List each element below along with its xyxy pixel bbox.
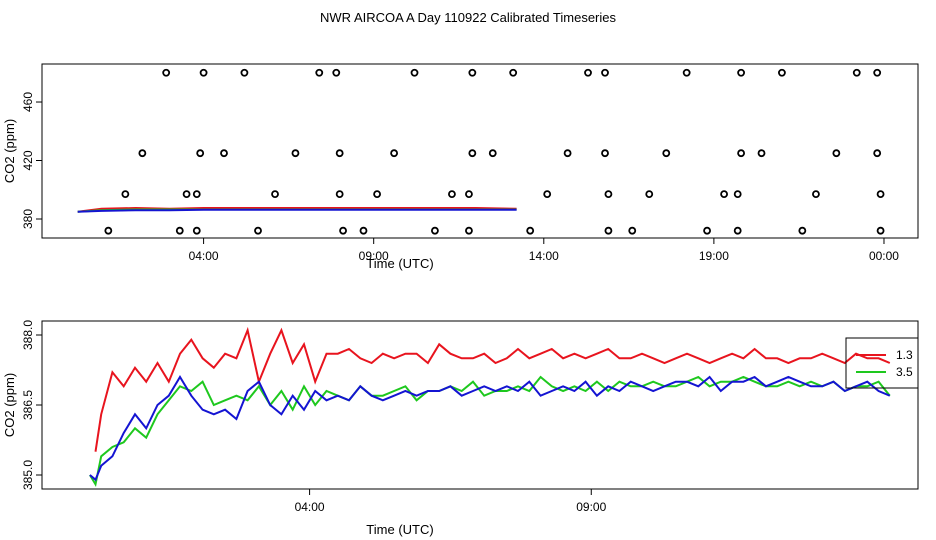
- y-tick-label: 380: [21, 209, 35, 229]
- data-point: [852, 68, 861, 77]
- data-point: [737, 149, 745, 158]
- x-axis-label: Time (UTC): [366, 522, 433, 537]
- data-point: [121, 190, 130, 199]
- x-tick-label: 04:00: [295, 500, 325, 514]
- data-point: [431, 226, 439, 235]
- data-point: [390, 149, 399, 158]
- data-point: [192, 190, 201, 199]
- legend-label: 3.5: [896, 365, 913, 379]
- data-point: [703, 226, 711, 235]
- data-point: [876, 226, 885, 235]
- y-tick-label: 385.0: [21, 460, 35, 490]
- data-point: [335, 190, 344, 199]
- series-line-red: [77, 206, 517, 213]
- data-point: [332, 68, 341, 77]
- legend-box: [845, 337, 919, 389]
- plot-frame: [41, 320, 919, 490]
- data-point: [182, 190, 191, 199]
- data-point: [798, 226, 807, 235]
- data-point: [468, 149, 477, 158]
- data-point: [733, 190, 742, 199]
- legend-label: 1.3: [896, 348, 913, 362]
- data-point: [196, 149, 205, 158]
- plot-area: [77, 68, 885, 235]
- data-point: [373, 190, 381, 199]
- data-point: [812, 190, 820, 199]
- y-tick-label: 388.0: [21, 320, 35, 350]
- data-point: [220, 149, 228, 158]
- data-point: [410, 68, 419, 77]
- data-point: [271, 190, 279, 199]
- data-point: [291, 149, 300, 158]
- data-point: [604, 226, 613, 235]
- data-point: [488, 149, 497, 158]
- data-point: [876, 190, 885, 199]
- data-point: [468, 68, 477, 77]
- data-point: [628, 226, 637, 235]
- data-point: [682, 68, 691, 77]
- data-point: [873, 68, 882, 77]
- data-point: [254, 226, 262, 235]
- plot-area: [89, 326, 891, 488]
- x-tick-label: 04:00: [189, 249, 219, 263]
- co2-zoom-plot: 04:00 09:00 385.0 386.5 388.0 Time (UTC) CO2 (…: [2, 320, 919, 537]
- data-point: [162, 68, 171, 77]
- data-point: [873, 149, 882, 158]
- y-tick-label: 460: [21, 92, 35, 112]
- y-axis-label: CO2 (ppm): [2, 119, 17, 183]
- x-axis-label: Time (UTC): [366, 256, 433, 271]
- x-tick-label: 09:00: [359, 249, 389, 263]
- series-line-blue: [89, 375, 891, 482]
- series-line-blue: [77, 208, 517, 213]
- data-point: [315, 68, 324, 77]
- series-line-red: [94, 326, 891, 452]
- data-point: [604, 190, 613, 199]
- data-point: [104, 226, 113, 235]
- data-point: [359, 226, 368, 235]
- data-point: [720, 190, 728, 199]
- y-tick-label: 420: [21, 150, 35, 170]
- x-tick-label: 00:00: [869, 249, 899, 263]
- data-point: [526, 226, 535, 235]
- data-point: [563, 149, 572, 158]
- data-point: [448, 190, 456, 199]
- chart-title: NWR AIRCOA A Day 110922 Calibrated Times…: [320, 10, 616, 25]
- data-point: [778, 68, 786, 77]
- plot-frame: [41, 63, 919, 239]
- co2-overview-plot: 04:00 09:00 14:00 19:00 00:00 380 420 460 Time (…: [2, 63, 919, 271]
- data-point: [192, 226, 201, 235]
- data-point: [465, 190, 473, 199]
- data-point: [465, 226, 473, 235]
- data-point: [601, 149, 609, 158]
- data-point: [138, 149, 147, 158]
- data-point: [543, 190, 552, 199]
- y-tick-label: 386.5: [21, 390, 35, 420]
- data-point: [832, 149, 841, 158]
- data-point: [733, 226, 742, 235]
- data-point: [175, 226, 184, 235]
- data-point: [335, 149, 344, 158]
- data-point: [240, 68, 249, 77]
- y-axis-label: CO2 (ppm): [2, 373, 17, 437]
- series-line-green: [89, 375, 891, 488]
- data-point: [199, 68, 208, 77]
- data-point: [757, 149, 766, 158]
- data-point: [737, 68, 745, 77]
- data-point: [509, 68, 518, 77]
- data-point: [645, 190, 654, 199]
- data-point: [584, 68, 592, 77]
- x-tick-label: 14:00: [529, 249, 559, 263]
- data-point: [339, 226, 347, 235]
- data-point: [601, 68, 609, 77]
- x-tick-label: 09:00: [576, 500, 606, 514]
- x-tick-label: 19:00: [699, 249, 729, 263]
- data-point: [662, 149, 671, 158]
